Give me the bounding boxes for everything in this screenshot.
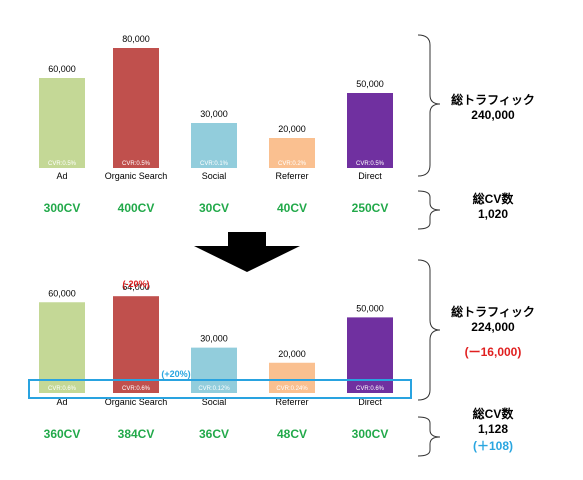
top-category-label: Organic Search xyxy=(105,171,168,181)
top-cv-label: 300CV xyxy=(44,201,81,215)
top-cv-title: 総CV数 xyxy=(473,191,515,206)
top-cvr-label: CVR:0.5% xyxy=(356,161,385,167)
top-value-label: 50,000 xyxy=(356,79,384,89)
top-cv-label: 40CV xyxy=(277,201,307,215)
bottom-cvr-label: CVR:0.24% xyxy=(276,386,308,392)
bottom-category-label: Referrer xyxy=(275,397,308,407)
top-category-label: Direct xyxy=(358,171,382,181)
top-category-label: Referrer xyxy=(275,171,308,181)
bottom-cv-total: 1,128 xyxy=(478,422,508,436)
bottom-bar xyxy=(269,362,315,393)
top-value-label: 30,000 xyxy=(200,109,228,119)
bottom-cv-label: 360CV xyxy=(44,427,81,441)
top-bar xyxy=(269,138,315,168)
bottom-value-label: 50,000 xyxy=(356,303,384,313)
bottom-cv-label: 300CV xyxy=(352,427,389,441)
bottom-cv-label: 384CV xyxy=(118,427,155,441)
top-cv-label: 30CV xyxy=(199,201,229,215)
organic-change-label: (-20%) xyxy=(122,279,149,289)
bottom-cvr-label: CVR:0.6% xyxy=(48,386,77,392)
top-traffic-brace xyxy=(417,34,441,177)
bottom-cvr-label: CVR:0.6% xyxy=(356,386,385,392)
top-value-label: 60,000 xyxy=(48,64,76,74)
bottom-traffic-brace xyxy=(417,259,441,401)
top-cv-label: 400CV xyxy=(118,201,155,215)
bottom-value-label: 20,000 xyxy=(278,349,306,359)
bottom-bar xyxy=(39,302,85,393)
bottom-cv-title: 総CV数 xyxy=(473,406,515,421)
top-cvr-label: CVR:0.5% xyxy=(48,161,77,167)
bottom-category-label: Organic Search xyxy=(105,397,168,407)
bottom-value-label: 30,000 xyxy=(200,334,228,344)
bottom-cv-label: 36CV xyxy=(199,427,229,441)
cvr-change-label: (+20%) xyxy=(161,369,190,379)
bottom-bar xyxy=(113,296,159,393)
top-bar xyxy=(347,93,393,168)
bottom-category-label: Ad xyxy=(56,397,67,407)
top-cvr-label: CVR:0.2% xyxy=(278,161,307,167)
bottom-traffic-total: 224,000 xyxy=(471,320,515,334)
top-bar xyxy=(113,48,159,168)
top-value-label: 20,000 xyxy=(278,124,306,134)
top-category-label: Social xyxy=(202,171,227,181)
arrow-down-icon xyxy=(194,232,300,272)
bottom-value-label: 60,000 xyxy=(48,288,76,298)
top-bar xyxy=(191,123,237,168)
bottom-value-label: 64,000 xyxy=(122,282,150,292)
bottom-cv-brace xyxy=(417,416,441,457)
top-value-label: 80,000 xyxy=(122,34,150,44)
top-panel: 60,000 CVR:0.5% Ad 300CV 80,000 CVR:0.5% Organ… xyxy=(39,34,535,230)
bottom-category-label: Direct xyxy=(358,397,382,407)
bottom-category-label: Social xyxy=(202,397,227,407)
bottom-traffic-change: (ー16,000) xyxy=(465,345,522,359)
bottom-cvr-label: CVR:0.12% xyxy=(198,386,230,392)
top-traffic-total: 240,000 xyxy=(471,108,515,122)
top-cvr-label: CVR:0.1% xyxy=(200,161,229,167)
top-traffic-title: 総トラフィック xyxy=(451,92,535,107)
top-cv-total: 1,020 xyxy=(478,207,508,221)
top-bar xyxy=(39,78,85,168)
top-cv-brace xyxy=(417,190,441,230)
bottom-traffic-title: 総トラフィック xyxy=(451,304,535,319)
bottom-cvr-label: CVR:0.6% xyxy=(122,386,151,392)
bottom-cv-label: 48CV xyxy=(277,427,307,441)
cvr-highlight-box xyxy=(28,379,412,399)
bottom-cv-change: (＋108) xyxy=(473,439,513,453)
top-category-label: Ad xyxy=(56,171,67,181)
top-cvr-label: CVR:0.5% xyxy=(122,161,151,167)
bottom-bar xyxy=(347,317,393,393)
top-cv-label: 250CV xyxy=(352,201,389,215)
bottom-bar xyxy=(191,347,237,393)
bottom-panel: 60,000 CVR:0.6% Ad 360CV 64,000 CVR:0.6% Organ… xyxy=(28,259,535,457)
